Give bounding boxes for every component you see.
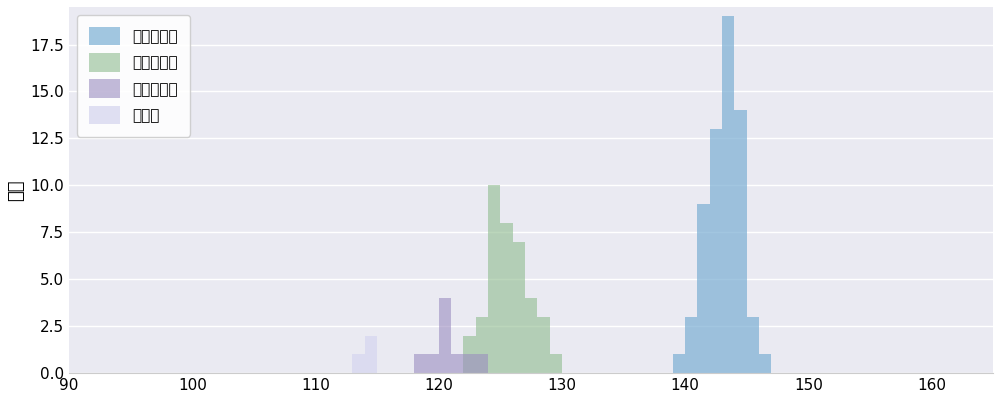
Bar <box>697 204 710 373</box>
Bar <box>426 354 439 373</box>
Bar <box>710 129 722 373</box>
Bar <box>673 354 685 373</box>
Bar <box>476 354 488 373</box>
Bar <box>463 354 476 373</box>
Bar <box>488 185 500 373</box>
Legend: ストレート, スライダー, スクリュー, カーブ: ストレート, スライダー, スクリュー, カーブ <box>77 14 190 136</box>
Bar <box>759 354 771 373</box>
Bar <box>414 354 426 373</box>
Bar <box>476 317 488 373</box>
Bar <box>525 298 537 373</box>
Bar <box>365 336 377 373</box>
Bar <box>513 242 525 373</box>
Bar <box>463 336 476 373</box>
Bar <box>439 298 451 373</box>
Bar <box>550 354 562 373</box>
Bar <box>747 317 759 373</box>
Bar <box>500 223 513 373</box>
Bar <box>352 354 365 373</box>
Bar <box>722 16 734 373</box>
Bar <box>685 317 697 373</box>
Bar <box>734 110 747 373</box>
Bar <box>451 354 463 373</box>
Bar <box>537 317 550 373</box>
Y-axis label: 球数: 球数 <box>7 179 25 201</box>
